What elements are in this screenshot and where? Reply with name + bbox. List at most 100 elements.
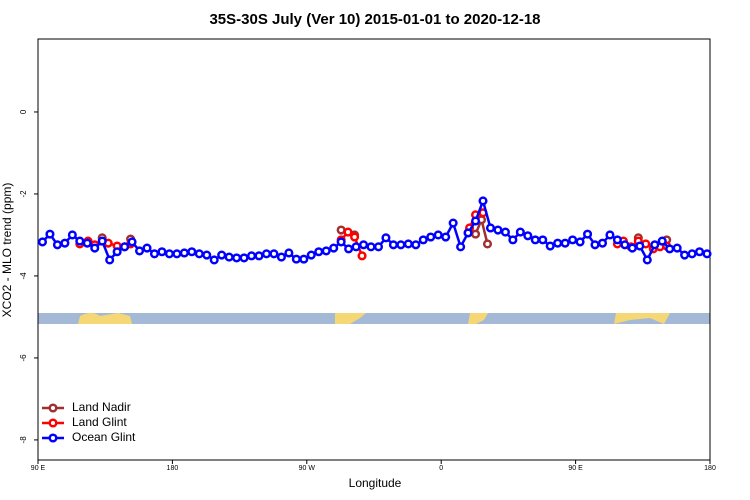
- point: [620, 240, 630, 250]
- point: [344, 244, 354, 254]
- point: [164, 249, 174, 259]
- point: [411, 240, 421, 250]
- point: [553, 238, 563, 248]
- plot-frame: [37, 38, 711, 461]
- x-tick-label: 180: [704, 465, 716, 472]
- point: [403, 239, 413, 249]
- point: [635, 241, 645, 251]
- point: [82, 238, 92, 248]
- point: [246, 251, 257, 261]
- point: [470, 216, 481, 226]
- x-tick-label: 90 E: [568, 465, 583, 472]
- point: [350, 232, 360, 242]
- point: [105, 255, 115, 265]
- land-ocean-strip: [38, 313, 710, 324]
- point: [299, 254, 309, 264]
- x-tick-label: 90 W: [299, 465, 316, 472]
- point: [538, 235, 548, 245]
- point: [627, 243, 637, 253]
- point: [560, 238, 570, 248]
- point: [321, 246, 331, 256]
- point: [329, 243, 339, 253]
- point: [75, 236, 85, 246]
- point: [568, 235, 578, 245]
- point: [433, 230, 443, 240]
- legend-marker: [48, 433, 58, 443]
- y-tick-label: -6: [19, 354, 28, 362]
- point: [590, 240, 600, 250]
- point: [485, 223, 496, 233]
- legend-label: Land Glint: [72, 415, 127, 429]
- point: [60, 238, 70, 248]
- point: [523, 231, 533, 241]
- point: [239, 253, 249, 263]
- x-tick-label: 180: [167, 465, 179, 472]
- point: [336, 225, 346, 235]
- point: [694, 247, 705, 257]
- legend-item: Land Glint: [42, 415, 127, 429]
- point: [224, 252, 234, 262]
- point: [142, 243, 152, 253]
- point: [575, 237, 585, 247]
- point: [381, 233, 391, 243]
- point: [605, 230, 615, 240]
- point: [149, 249, 160, 259]
- point: [373, 242, 384, 252]
- point: [112, 247, 122, 257]
- y-tick-label: -2: [19, 190, 28, 198]
- point: [463, 228, 473, 238]
- point: [202, 250, 212, 260]
- point: [351, 242, 361, 252]
- x-tick-label: 90 E: [31, 465, 46, 472]
- point: [396, 240, 406, 250]
- land-band: [78, 313, 132, 324]
- point: [426, 232, 436, 242]
- y-tick-label: 0: [19, 109, 28, 114]
- point: [261, 249, 272, 259]
- point: [478, 196, 488, 206]
- point: [493, 225, 503, 235]
- land-band: [614, 313, 670, 324]
- point: [45, 229, 55, 239]
- point: [314, 247, 324, 257]
- point: [680, 250, 690, 260]
- point: [515, 227, 525, 237]
- point: [388, 240, 398, 250]
- point: [172, 249, 182, 259]
- point: [470, 229, 481, 239]
- point: [357, 251, 367, 261]
- point: [508, 235, 518, 245]
- point: [702, 249, 712, 259]
- point: [90, 243, 100, 253]
- point: [343, 227, 353, 237]
- point: [597, 238, 608, 248]
- point: [217, 250, 227, 260]
- point: [448, 218, 458, 228]
- point: [441, 232, 451, 242]
- point: [179, 248, 189, 258]
- land-band: [335, 313, 366, 324]
- point: [37, 237, 48, 247]
- point: [209, 255, 219, 265]
- legend-label: Land Nadir: [72, 400, 131, 414]
- point: [642, 255, 652, 265]
- point: [530, 235, 540, 245]
- ocean-band: [38, 313, 710, 324]
- point: [545, 241, 555, 251]
- land-band: [468, 313, 488, 324]
- point: [97, 236, 107, 246]
- point: [687, 249, 697, 259]
- point: [269, 249, 279, 259]
- point: [127, 237, 137, 247]
- y-tick-label: -8: [19, 436, 28, 444]
- point: [482, 239, 493, 249]
- point: [672, 243, 682, 253]
- y-axis-label: XCO2 - MLO trend (ppm): [0, 183, 14, 318]
- legend-item: Land Nadir: [42, 400, 131, 414]
- y-tick-label: -4: [19, 272, 28, 280]
- point: [306, 250, 316, 260]
- chart-title: 35S-30S July (Ver 10) 2015-01-01 to 2020…: [209, 11, 540, 28]
- point: [291, 254, 301, 264]
